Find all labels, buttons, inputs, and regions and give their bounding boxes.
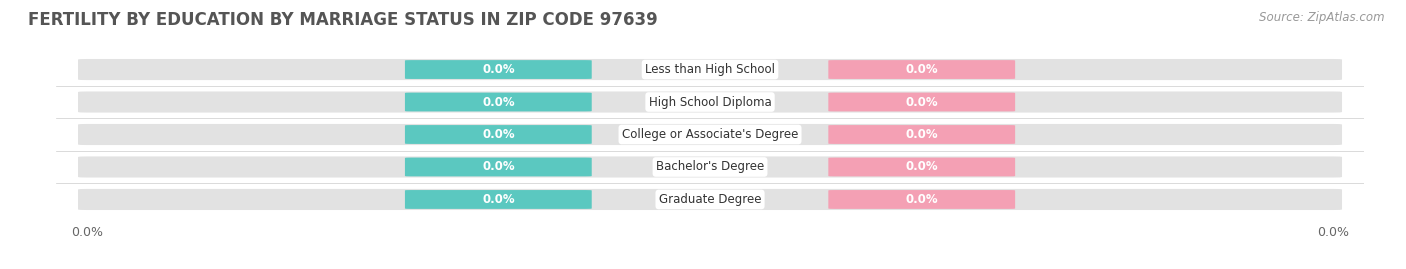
Text: 0.0%: 0.0% (482, 161, 515, 174)
Text: Less than High School: Less than High School (645, 63, 775, 76)
FancyBboxPatch shape (405, 60, 592, 79)
Text: 0.0%: 0.0% (905, 63, 938, 76)
Text: 0.0%: 0.0% (905, 128, 938, 141)
FancyBboxPatch shape (79, 157, 1343, 178)
FancyBboxPatch shape (828, 93, 1015, 111)
Text: Bachelor's Degree: Bachelor's Degree (657, 161, 763, 174)
FancyBboxPatch shape (828, 125, 1015, 144)
FancyBboxPatch shape (828, 158, 1015, 176)
Text: 0.0%: 0.0% (905, 95, 938, 108)
Text: 0.0%: 0.0% (905, 161, 938, 174)
Text: College or Associate's Degree: College or Associate's Degree (621, 128, 799, 141)
FancyBboxPatch shape (405, 93, 592, 111)
FancyBboxPatch shape (828, 190, 1015, 209)
FancyBboxPatch shape (405, 158, 592, 176)
Text: Source: ZipAtlas.com: Source: ZipAtlas.com (1260, 11, 1385, 24)
FancyBboxPatch shape (79, 91, 1343, 112)
Text: Graduate Degree: Graduate Degree (659, 193, 761, 206)
FancyBboxPatch shape (79, 189, 1343, 210)
Text: 0.0%: 0.0% (482, 95, 515, 108)
Text: 0.0%: 0.0% (482, 63, 515, 76)
FancyBboxPatch shape (405, 190, 592, 209)
Text: 0.0%: 0.0% (905, 193, 938, 206)
FancyBboxPatch shape (405, 125, 592, 144)
Text: 0.0%: 0.0% (482, 128, 515, 141)
FancyBboxPatch shape (79, 124, 1343, 145)
FancyBboxPatch shape (79, 59, 1343, 80)
Text: FERTILITY BY EDUCATION BY MARRIAGE STATUS IN ZIP CODE 97639: FERTILITY BY EDUCATION BY MARRIAGE STATU… (28, 11, 658, 29)
Text: 0.0%: 0.0% (482, 193, 515, 206)
FancyBboxPatch shape (828, 60, 1015, 79)
Text: High School Diploma: High School Diploma (648, 95, 772, 108)
